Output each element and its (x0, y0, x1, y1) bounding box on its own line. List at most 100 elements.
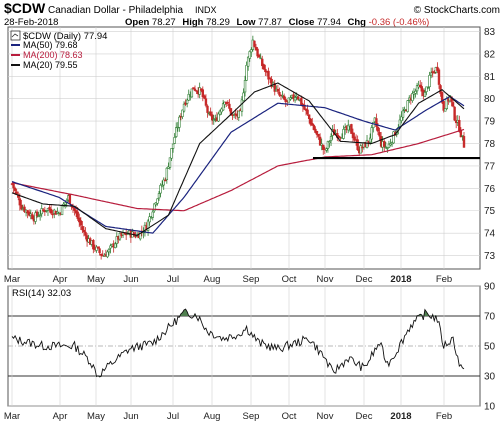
candle-body (276, 88, 280, 92)
candle-body (171, 143, 175, 149)
candle-body (415, 85, 419, 92)
candle-body (282, 95, 286, 100)
candle-body (168, 157, 172, 168)
candle-body (99, 253, 103, 256)
candle-body (253, 40, 256, 47)
candle-body (370, 127, 373, 140)
candle-body (328, 141, 331, 144)
low-value: 77.87 (258, 17, 282, 28)
candle-body (300, 97, 303, 106)
rsi-plot (11, 308, 465, 378)
chg-label: Chg (348, 17, 367, 28)
close-label: Close (289, 17, 315, 28)
price-grid (8, 27, 480, 269)
candle-body (35, 211, 39, 217)
price-axis: 73 74 75 76 77 78 79 80 81 82 83 (484, 27, 496, 262)
legend-main-swatch (10, 30, 21, 41)
candle-body (106, 251, 109, 258)
candle-body (118, 232, 122, 240)
month-label: Sep (243, 274, 260, 285)
month-label: 2018 (390, 411, 411, 422)
candle-body (206, 105, 209, 113)
legend-ma200: MA(200) 78.63 (23, 50, 83, 60)
rsi-legend: RSI(14) 32.03 (12, 288, 71, 299)
candle-body (347, 124, 350, 131)
candle-body (337, 135, 341, 138)
candle-body (451, 102, 455, 107)
candle-body (414, 90, 417, 94)
month-label: Mar (4, 411, 20, 422)
candle-body (240, 99, 244, 112)
quote-line: Open 78.27 High 78.29 Low 77.87 Close 77… (125, 17, 429, 28)
candle-body (96, 246, 100, 249)
candle-body (368, 137, 372, 143)
candle-body (98, 248, 101, 253)
open-value: 78.27 (152, 17, 176, 28)
candle-body (13, 187, 17, 191)
candle-body (257, 54, 261, 58)
candle-body (42, 209, 45, 211)
candle-body (289, 97, 292, 100)
candle-body (92, 240, 95, 250)
rsi-axis: 10 30 50 70 90 (484, 282, 496, 413)
candle-body (154, 202, 158, 206)
candle-body (461, 135, 464, 137)
candle-body (76, 211, 79, 219)
price-tick-label: 83 (484, 27, 496, 38)
candle-body (420, 86, 423, 92)
candle-body (306, 109, 309, 115)
candle-body (325, 148, 328, 151)
candle-body (273, 83, 276, 92)
candle-body (73, 207, 76, 211)
month-label: Aug (204, 274, 221, 285)
candle-body (429, 72, 433, 76)
price-legend: $CDW (Daily) 77.94 MA(50) 79.68 MA(200) … (10, 30, 107, 70)
candle-body (204, 98, 208, 106)
month-label: Nov (317, 411, 334, 422)
legend-main: $CDW (Daily) 77.94 (23, 31, 107, 42)
candle-body (146, 220, 150, 231)
candle-body (37, 215, 40, 218)
candle-body (437, 69, 441, 85)
candle-body (203, 95, 206, 99)
candle-body (212, 119, 215, 121)
candle-body (20, 204, 23, 210)
candle-body (165, 167, 169, 180)
moving-averages (11, 82, 465, 236)
candle-body (262, 64, 266, 70)
ma200-line (11, 128, 465, 212)
rsi-tick-label: 30 (484, 372, 496, 383)
candle-body (193, 88, 197, 91)
candle-body (378, 132, 381, 137)
candle-body (218, 110, 222, 115)
candle-body (18, 198, 22, 206)
rsi-tick-label: 10 (484, 402, 496, 413)
candle-body (78, 217, 81, 223)
candle-body (178, 116, 181, 128)
candle-body (387, 143, 391, 148)
candle-body (403, 108, 406, 111)
candle-body (187, 93, 190, 101)
month-axis-top: Mar Apr May Jun Jul Aug Sep Oct Nov Dec 2018 Feb (4, 274, 452, 285)
candle-body (185, 99, 189, 104)
candle-body (84, 231, 87, 236)
candle-body (307, 114, 311, 120)
candle-body (228, 103, 231, 109)
candle-body (156, 198, 159, 204)
candle-body (51, 213, 54, 216)
month-axis-bottom: Mar Apr May Jun Jul Aug Sep Oct Nov Dec 2018 Feb (4, 411, 452, 422)
candle-body (268, 77, 272, 80)
candle-body (309, 118, 312, 125)
month-label: Aug (204, 411, 221, 422)
candle-body (79, 220, 83, 226)
candle-body (400, 116, 403, 121)
candle-body (458, 120, 461, 132)
candle-body (226, 102, 230, 104)
low-label: Low (237, 17, 257, 28)
price-tick-label: 76 (484, 184, 496, 195)
candle-body (353, 136, 356, 141)
quote-date: 28-Feb-2018 (4, 17, 58, 28)
price-tick-label: 77 (484, 161, 496, 172)
high-label: High (182, 17, 203, 28)
candle-body (182, 103, 186, 112)
